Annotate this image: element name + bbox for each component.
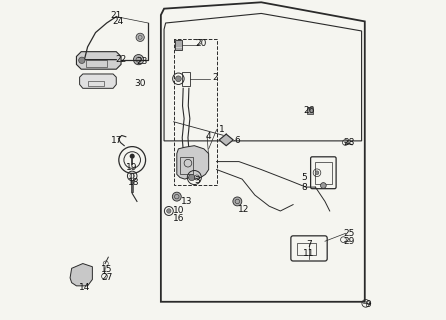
Circle shape [130,154,135,159]
Circle shape [189,174,195,181]
Bar [131,173,133,192]
Circle shape [167,209,171,213]
Text: 3: 3 [194,176,200,185]
Text: 24: 24 [112,17,124,26]
Text: 26: 26 [303,106,315,115]
Polygon shape [76,52,121,69]
Bar [307,108,313,114]
Text: 23: 23 [136,57,148,66]
Circle shape [172,192,181,201]
Text: 13: 13 [181,197,192,206]
Circle shape [176,76,181,82]
Circle shape [233,197,242,206]
Text: 14: 14 [78,283,90,292]
Text: 5: 5 [301,173,307,182]
Bar [315,162,332,184]
Bar [182,72,190,86]
Text: 30: 30 [134,79,146,88]
Text: 8: 8 [301,183,307,192]
Polygon shape [219,134,233,146]
Polygon shape [80,74,116,88]
Circle shape [133,54,144,65]
Text: 19: 19 [127,164,138,172]
Text: 22: 22 [116,55,127,64]
Circle shape [78,57,85,63]
Text: 29: 29 [343,237,355,246]
Bar [180,157,193,174]
Circle shape [321,183,326,188]
Text: 7: 7 [306,240,312,249]
Text: 2: 2 [212,73,218,82]
Text: 17: 17 [111,136,122,145]
Polygon shape [177,146,209,179]
Text: 1: 1 [219,125,224,134]
Text: 21: 21 [111,11,122,20]
Bar [297,243,316,255]
Text: 18: 18 [128,178,140,187]
Text: 9: 9 [365,300,371,309]
Text: 10: 10 [173,206,184,215]
Text: 11: 11 [303,250,315,259]
Text: 25: 25 [343,229,355,238]
Text: 20: 20 [195,39,206,48]
Text: 28: 28 [343,138,355,147]
Text: 12: 12 [238,205,249,214]
Circle shape [136,33,145,42]
Text: 15: 15 [101,265,112,275]
Text: 16: 16 [173,214,184,223]
Bar [87,81,104,86]
Bar [174,40,182,50]
Circle shape [315,171,319,175]
Text: 6: 6 [235,136,240,145]
Text: 27: 27 [101,273,112,282]
Text: 4: 4 [206,132,211,140]
Polygon shape [70,264,92,286]
Bar [86,60,107,67]
